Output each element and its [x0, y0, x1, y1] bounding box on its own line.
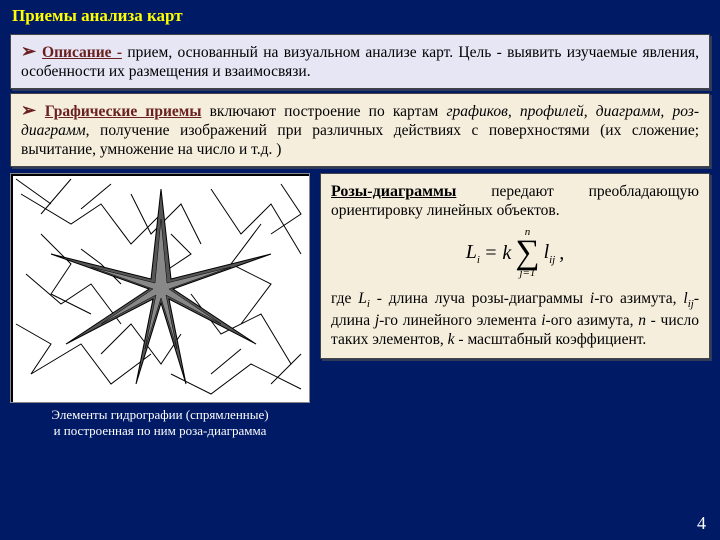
- bullet-icon: ➢: [21, 100, 45, 120]
- f-eq: = k: [484, 242, 511, 265]
- description-body: прием, основанный на визуальном анализе …: [21, 44, 699, 80]
- graphics-term: Графические приемы: [45, 103, 202, 120]
- w-k: k: [448, 331, 455, 348]
- w-where: где: [331, 290, 358, 307]
- caption-line1: Элементы гидрографии (спрямленные): [51, 407, 268, 422]
- rose-explain-box: Розы-диаграммы передают преобладающую ор…: [320, 173, 710, 359]
- description-text: ➢ Описание - прием, основанный на визуал…: [21, 41, 699, 82]
- caption-line2: и построенная по ним роза-диаграмма: [54, 423, 267, 438]
- w-t4: -го линейного элемента: [379, 312, 541, 329]
- page-number: 4: [697, 513, 706, 534]
- f-ij: ij: [549, 254, 555, 266]
- rose-where: где Li - длина луча розы-диаграммы i-го …: [331, 290, 699, 349]
- slide-title: Приемы анализа карт: [0, 0, 720, 30]
- f-sumbot: j=1: [519, 269, 535, 279]
- w-Li: L: [358, 290, 367, 307]
- formula: Li = k n ∑ j=1 lij ,: [331, 228, 699, 282]
- lower-row: Элементы гидрографии (спрямленные) и пос…: [10, 173, 710, 440]
- w-t2: -го азимута,: [594, 290, 683, 307]
- left-column: Элементы гидрографии (спрямленные) и пос…: [10, 173, 310, 440]
- bullet-icon: ➢: [21, 41, 42, 61]
- f-L: L: [466, 241, 477, 263]
- image-caption: Элементы гидрографии (спрямленные) и пос…: [10, 407, 310, 440]
- right-column: Розы-диаграммы передают преобладающую ор…: [320, 173, 710, 440]
- graphics-box: ➢ Графические приемы включают построение…: [10, 93, 710, 167]
- w-t7: - масштабный коэффициент.: [455, 331, 647, 348]
- description-term: Описание -: [42, 44, 122, 61]
- f-comma: ,: [559, 242, 564, 265]
- graphics-t2: , получение изображений при различных де…: [21, 122, 699, 158]
- w-t5: -ого азимута,: [546, 312, 639, 329]
- rose-diagram-svg: [11, 174, 310, 403]
- graphics-t1: включают построение по картам: [201, 103, 446, 120]
- w-t1: - длина луча розы-диаграммы: [370, 290, 590, 307]
- rose-title: Розы-диаграммы: [331, 183, 456, 200]
- rose-intro: Розы-диаграммы передают преобладающую ор…: [331, 182, 699, 221]
- sum-icon: n ∑ j=1: [515, 228, 539, 278]
- rose-diagram-image: [10, 173, 310, 403]
- f-i: i: [477, 254, 480, 266]
- graphics-text: ➢ Графические приемы включают построение…: [21, 100, 699, 160]
- description-box: ➢ Описание - прием, основанный на визуал…: [10, 34, 710, 89]
- w-n: n: [638, 312, 646, 329]
